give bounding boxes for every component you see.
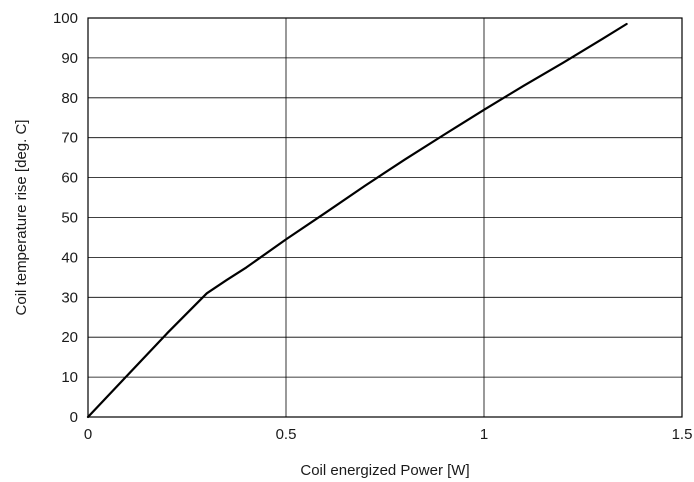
y-tick-label: 20 [61, 329, 78, 346]
y-tick-label: 90 [61, 50, 78, 67]
y-tick-label: 50 [61, 210, 78, 227]
y-axis-ticks: 0 10 20 30 40 50 60 70 80 90 100 [53, 10, 78, 426]
y-tick-label: 30 [61, 289, 78, 306]
x-tick-label: 0.5 [276, 426, 297, 443]
y-tick-label: 40 [61, 249, 78, 266]
y-axis-title: Coil temperature rise [deg. C] [13, 120, 30, 316]
temperature-rise-line [86, 22, 628, 419]
y-tick-label: 60 [61, 170, 78, 187]
grid [88, 18, 682, 417]
plot-frame [87, 17, 683, 418]
y-tick-label: 80 [61, 90, 78, 107]
x-axis-ticks: 0 0.5 1 1.5 [84, 426, 693, 443]
y-tick-label: 10 [61, 369, 78, 386]
y-tick-label: 70 [61, 130, 78, 147]
y-tick-label: 0 [70, 409, 78, 426]
x-axis-title: Coil energized Power [W] [300, 462, 469, 479]
x-tick-label: 0 [84, 426, 92, 443]
y-tick-label: 100 [53, 10, 78, 27]
x-tick-label: 1 [480, 426, 488, 443]
series-layer [86, 22, 628, 419]
x-tick-label: 1.5 [672, 426, 693, 443]
